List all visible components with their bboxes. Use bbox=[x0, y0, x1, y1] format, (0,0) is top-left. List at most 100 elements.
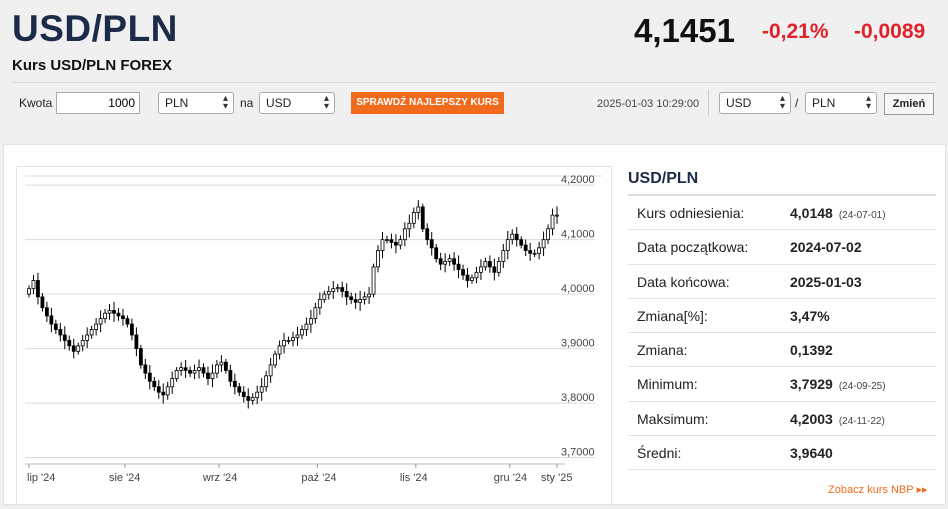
to-currency-select[interactable]: USD ▴ ▾ bbox=[259, 92, 335, 114]
pair-base-value: USD bbox=[726, 96, 752, 110]
candle-body bbox=[420, 206, 425, 230]
candle-body bbox=[215, 364, 219, 374]
info-row: Kurs odniesienia: 4,0148 (24-07-01) bbox=[628, 196, 936, 231]
pair-quote-select[interactable]: PLN ▴ ▾ bbox=[805, 92, 877, 114]
converter-bar: Kwota PLN ▴▾ na USD ▴▾ SPRAWDŹ NAJLEPSZY… bbox=[0, 90, 948, 118]
candle-body bbox=[523, 244, 528, 251]
candle-body bbox=[519, 239, 524, 246]
from-currency-select[interactable]: PLN ▴ ▾ bbox=[158, 92, 234, 114]
candle-body bbox=[121, 315, 125, 320]
info-row-label: Data końcowa: bbox=[637, 273, 730, 290]
x-tick-label: sie '24 bbox=[109, 472, 140, 484]
info-row-value: 4,2003 (24-11-22) bbox=[790, 411, 885, 427]
candle-body bbox=[183, 367, 188, 371]
candle-body bbox=[197, 367, 201, 371]
info-row-label: Minimum: bbox=[637, 376, 698, 393]
candle-body bbox=[416, 206, 421, 213]
x-tick-label: sty '25 bbox=[541, 472, 572, 484]
candle-body bbox=[429, 239, 434, 249]
candle-body bbox=[282, 340, 286, 347]
info-row-value-text: 3,47% bbox=[790, 307, 830, 324]
candle-body bbox=[550, 214, 555, 230]
candle-body bbox=[496, 261, 501, 273]
candle-body bbox=[165, 386, 170, 396]
candle-body bbox=[546, 228, 550, 241]
candle-body bbox=[116, 312, 121, 317]
info-row-value-text: 4,0148 bbox=[790, 205, 833, 221]
candle-body bbox=[465, 274, 470, 281]
candle-body bbox=[44, 307, 49, 317]
candle-body bbox=[255, 391, 260, 399]
page-subtitle: Kurs USD/PLN FOREX bbox=[12, 57, 173, 74]
info-row-label: Zmiana: bbox=[637, 342, 688, 359]
candle-body bbox=[532, 252, 537, 255]
candle-body bbox=[27, 288, 31, 295]
candle-body bbox=[210, 372, 215, 379]
info-row-value-text: 0,1392 bbox=[790, 342, 833, 359]
candle-body bbox=[528, 250, 533, 254]
candle-body bbox=[112, 310, 116, 314]
candle-body bbox=[308, 318, 313, 325]
candle-body bbox=[206, 372, 210, 379]
candle-body bbox=[58, 329, 63, 336]
pair-base-select[interactable]: USD ▴ ▾ bbox=[719, 92, 791, 114]
info-row-label: Kurs odniesienia: bbox=[637, 205, 745, 221]
candle-body bbox=[367, 293, 371, 298]
candle-body bbox=[174, 369, 179, 379]
pair-title: USD/PLN bbox=[12, 8, 178, 49]
candle-body bbox=[487, 261, 492, 268]
candle-body bbox=[143, 364, 148, 374]
candle-body bbox=[505, 239, 510, 251]
candle-body bbox=[362, 296, 367, 300]
candle-body bbox=[326, 291, 331, 295]
candle-body bbox=[134, 334, 139, 350]
candle-body bbox=[555, 214, 559, 217]
candle-body bbox=[470, 277, 474, 281]
info-row-value: 3,47% bbox=[790, 308, 836, 324]
na-label: na bbox=[240, 96, 254, 110]
info-row-date: (24-07-01) bbox=[838, 210, 886, 221]
select-arrows-icon: ▴ ▾ bbox=[865, 93, 871, 112]
candle-body bbox=[228, 369, 233, 382]
candle-body bbox=[353, 299, 358, 303]
candle-body bbox=[98, 318, 103, 325]
y-tick-label: 4,2000 bbox=[561, 174, 595, 186]
candle-body bbox=[425, 228, 430, 241]
x-tick-label: paź '24 bbox=[301, 472, 336, 484]
candle-body bbox=[438, 258, 443, 265]
info-row-value-text: 4,2003 bbox=[790, 410, 833, 427]
candle-body bbox=[170, 378, 175, 388]
candle-body bbox=[313, 307, 318, 320]
candle-body bbox=[192, 369, 197, 374]
candle-body bbox=[89, 329, 94, 336]
candle-body bbox=[479, 266, 483, 273]
y-tick-label: 3,9000 bbox=[561, 338, 595, 350]
pair-quote-value: PLN bbox=[812, 96, 836, 110]
candle-body bbox=[223, 361, 228, 371]
candle-body bbox=[474, 271, 479, 279]
info-row-value-text: 2025-01-03 bbox=[790, 273, 862, 290]
candle-body bbox=[241, 391, 246, 397]
best-rate-button[interactable]: SPRAWDŹ NAJLEPSZY KURS bbox=[351, 92, 504, 114]
candle-body bbox=[300, 329, 304, 336]
select-arrows-icon: ▴ ▾ bbox=[222, 93, 228, 112]
select-arrows-icon: ▴ ▾ bbox=[323, 93, 329, 112]
controls-separator bbox=[708, 90, 709, 116]
candle-body bbox=[40, 296, 45, 309]
chart-svg: 4,2000 4,1000 4,0000 3,9000 3,8000 3,7000 lip … bbox=[25, 174, 602, 484]
candle-body bbox=[71, 345, 76, 352]
amount-label: Kwota bbox=[19, 96, 53, 110]
candle-body bbox=[304, 323, 309, 330]
quote-header: USD/PLN Kurs USD/PLN FOREX 4,1451 -0,21%… bbox=[0, 0, 948, 124]
candle-body bbox=[537, 247, 542, 254]
candle-body bbox=[541, 239, 546, 249]
current-rate: 4,1451 bbox=[634, 12, 735, 49]
nbp-rate-link[interactable]: Zobacz kurs NBP ▸▸ bbox=[828, 484, 928, 496]
info-row: Data końcowa: 2025-01-03 bbox=[628, 265, 936, 299]
amount-input[interactable] bbox=[56, 92, 140, 114]
change-pair-button[interactable]: Zmień bbox=[884, 93, 934, 115]
info-row-value: 3,7929 (24-09-25) bbox=[790, 376, 886, 392]
from-currency-value: PLN bbox=[165, 96, 189, 110]
candle-body bbox=[49, 315, 54, 325]
candle-body bbox=[250, 397, 255, 401]
